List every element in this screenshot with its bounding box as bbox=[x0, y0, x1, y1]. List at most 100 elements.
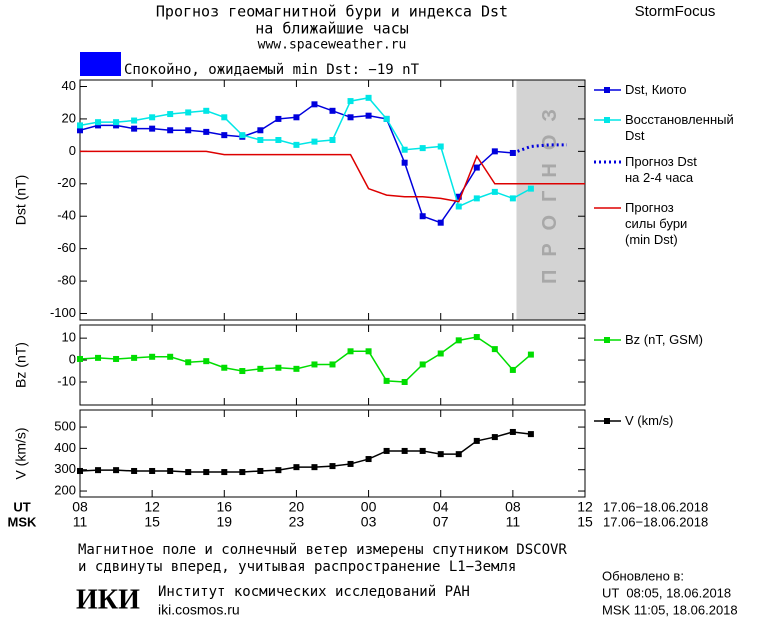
x-tick-label: 08 bbox=[72, 499, 88, 515]
point bbox=[185, 359, 192, 366]
point bbox=[77, 127, 83, 134]
point bbox=[509, 195, 516, 202]
x-tick-label: 11 bbox=[73, 514, 88, 530]
point bbox=[131, 125, 138, 132]
point bbox=[527, 431, 534, 438]
x-tick-label: 07 bbox=[433, 514, 449, 530]
point bbox=[203, 358, 210, 365]
plot-frame bbox=[79, 409, 586, 498]
x-tick-label: 15 bbox=[144, 514, 160, 530]
point bbox=[95, 354, 102, 361]
x-tick-label: 08 bbox=[505, 499, 521, 515]
point bbox=[239, 368, 246, 375]
x-tick-label: 12 bbox=[144, 499, 160, 515]
point bbox=[239, 469, 246, 476]
point bbox=[329, 107, 336, 114]
y-tick-label: -20 bbox=[57, 175, 76, 190]
point bbox=[455, 451, 462, 458]
point bbox=[437, 219, 444, 226]
point bbox=[167, 111, 174, 118]
point bbox=[419, 361, 426, 368]
point bbox=[491, 434, 498, 441]
y-tick-label: 400 bbox=[54, 440, 76, 455]
institute: Институт космических исследований РАН bbox=[158, 584, 470, 600]
y-tick-label: 500 bbox=[54, 418, 76, 433]
point bbox=[131, 117, 138, 124]
point bbox=[221, 469, 228, 476]
series-line bbox=[79, 336, 532, 383]
point bbox=[419, 145, 426, 152]
legend-marker bbox=[604, 418, 610, 424]
point bbox=[293, 114, 300, 121]
y-tick-label: 40 bbox=[62, 78, 76, 93]
point bbox=[149, 467, 156, 474]
point bbox=[401, 159, 408, 166]
y-tick-label: 10 bbox=[62, 330, 76, 345]
x-tick-label: 16 bbox=[216, 499, 232, 515]
point bbox=[347, 114, 354, 121]
plot-frame bbox=[79, 324, 586, 406]
status: Спокойно, ожидаемый min Dst: −19 nT bbox=[124, 62, 420, 78]
point bbox=[437, 451, 444, 458]
x-axis-label: UT bbox=[13, 499, 30, 514]
x-tick-label: 23 bbox=[289, 514, 305, 530]
y-tick-label: 0 bbox=[69, 143, 76, 158]
point bbox=[275, 137, 282, 143]
point bbox=[347, 348, 354, 355]
point bbox=[167, 127, 174, 134]
point bbox=[365, 348, 372, 355]
series-line bbox=[79, 103, 513, 224]
point bbox=[203, 128, 210, 135]
point bbox=[473, 334, 480, 341]
point bbox=[383, 115, 390, 122]
point bbox=[329, 463, 336, 470]
x-tick-label: 20 bbox=[289, 499, 305, 515]
point bbox=[221, 132, 228, 139]
updated-label: Обновлено в: bbox=[602, 568, 684, 583]
x-tick-label: 19 bbox=[216, 514, 232, 530]
point bbox=[455, 337, 462, 344]
point bbox=[239, 132, 246, 139]
point bbox=[185, 469, 192, 476]
point bbox=[167, 353, 174, 360]
y-tick-label: -60 bbox=[57, 240, 76, 255]
y-tick-label: 20 bbox=[62, 110, 76, 125]
legend-label: Прогноз силы бури (min Dst) bbox=[625, 200, 688, 247]
y-tick-label: -40 bbox=[57, 208, 76, 223]
url: www.spaceweather.ru bbox=[258, 38, 407, 53]
legend-label: Восстановленный Dst bbox=[625, 112, 734, 143]
updated-msk: MSK 11:05, 18.06.2018 bbox=[602, 602, 738, 617]
y-axis-label: Dst (nT) bbox=[13, 175, 29, 226]
x-axis-label: MSK bbox=[8, 514, 38, 529]
x-range-label: 17.06−18.06.2018 bbox=[603, 514, 708, 529]
site: iki.cosmos.ru bbox=[158, 602, 240, 618]
updated-ut: UT 08:05, 18.06.2018 bbox=[602, 585, 731, 600]
point bbox=[149, 114, 156, 121]
y-tick-label: 300 bbox=[54, 461, 76, 476]
title: Прогноз геомагнитной бури и индекса Dst bbox=[156, 3, 508, 21]
series-line bbox=[80, 150, 585, 203]
point bbox=[455, 203, 462, 210]
point bbox=[365, 94, 372, 101]
point bbox=[185, 127, 192, 134]
point bbox=[383, 447, 390, 454]
point bbox=[203, 107, 210, 114]
x-tick-label: 12 bbox=[577, 499, 593, 515]
point bbox=[113, 467, 120, 474]
point bbox=[113, 122, 120, 129]
point bbox=[77, 467, 83, 474]
point bbox=[149, 353, 156, 360]
point bbox=[95, 122, 102, 129]
y-tick-label: 0 bbox=[69, 352, 76, 367]
point bbox=[203, 469, 210, 476]
series-line bbox=[79, 97, 532, 208]
point bbox=[95, 119, 102, 126]
point bbox=[401, 447, 408, 454]
point bbox=[329, 361, 336, 368]
point bbox=[347, 460, 354, 467]
point bbox=[329, 137, 336, 143]
point bbox=[113, 355, 120, 362]
point bbox=[509, 366, 516, 373]
